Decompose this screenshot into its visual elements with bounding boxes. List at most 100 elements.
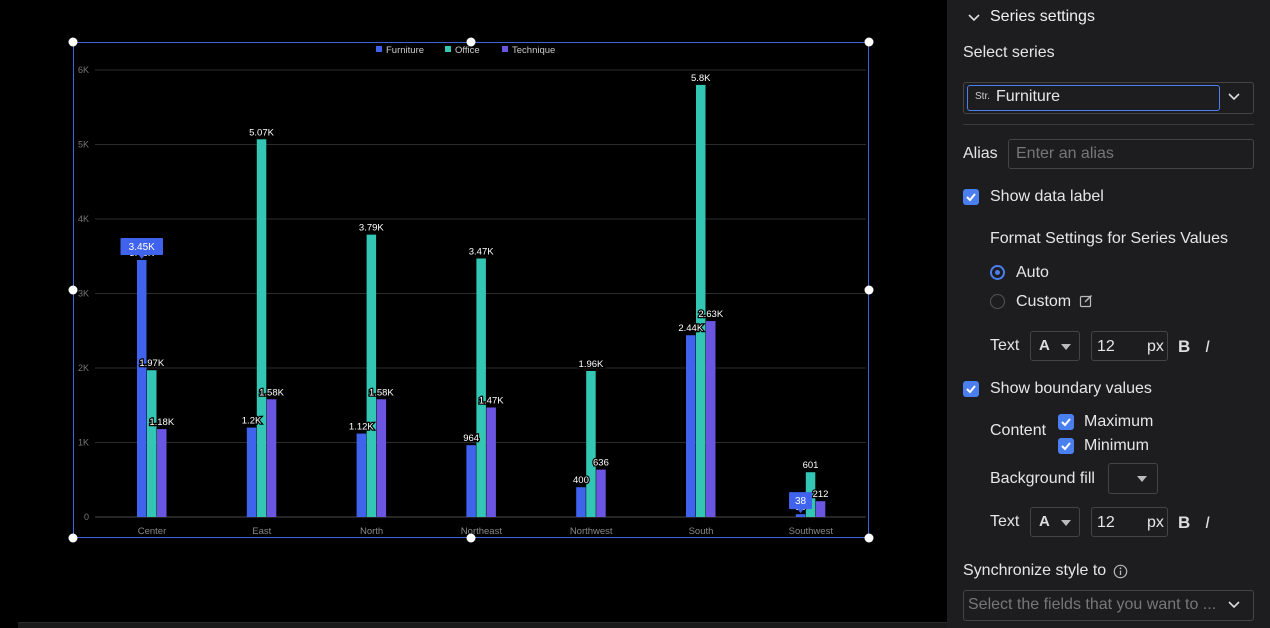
data-label: 3.79K <box>359 223 384 234</box>
format-auto-label: Auto <box>1016 264 1049 281</box>
font-size-input[interactable] <box>1091 331 1168 361</box>
data-label: 2.44K <box>678 323 703 334</box>
chevron-down-icon[interactable] <box>967 11 981 25</box>
resize-handle-left[interactable] <box>68 285 78 295</box>
bar <box>596 469 606 517</box>
info-icon[interactable] <box>1113 564 1128 579</box>
minimum-checkbox[interactable] <box>1058 438 1074 454</box>
format-auto-radio[interactable] <box>990 265 1005 280</box>
data-label: 5.8K <box>691 73 711 84</box>
bar <box>486 407 496 517</box>
resize-handle-top[interactable] <box>466 37 476 47</box>
boundary-font-size-unit: px <box>1147 514 1164 531</box>
background-fill-label: Background fill <box>990 470 1095 487</box>
chevron-down-icon[interactable] <box>1227 598 1241 612</box>
legend-label: Furniture <box>386 45 424 56</box>
max-boundary-badge <box>120 237 163 255</box>
x-tick-label: Southwest <box>789 526 834 537</box>
format-settings-title: Format Settings for Series Values <box>990 230 1229 247</box>
font-size-value: 12 <box>1097 338 1115 355</box>
boundary-text-style-label: Text <box>990 513 1020 530</box>
caret-down-icon <box>1061 520 1071 526</box>
data-label: 5.07K <box>249 127 274 138</box>
resize-handle-top-right[interactable] <box>864 37 874 47</box>
bar <box>686 335 696 517</box>
data-label: 3.47K <box>469 246 494 257</box>
legend-label: Office <box>455 45 480 56</box>
bar <box>706 321 716 517</box>
bar <box>147 370 157 517</box>
bar <box>137 259 147 517</box>
boundary-font-size-input[interactable] <box>1091 507 1168 537</box>
data-label: 400 <box>573 475 589 486</box>
alias-input[interactable] <box>1008 139 1254 169</box>
bar <box>696 84 706 518</box>
bold-toggle[interactable]: B <box>1178 337 1191 356</box>
x-tick-label: Northwest <box>570 526 613 537</box>
caret-down-icon <box>1137 476 1147 482</box>
series-select-value-box[interactable] <box>967 85 1220 111</box>
sync-style-label: Synchronize style to <box>963 562 1107 579</box>
data-label: 1.58K <box>259 387 284 398</box>
boundary-font-color-select[interactable] <box>1030 507 1080 537</box>
resize-handle-bottom-left[interactable] <box>68 533 78 543</box>
format-custom-radio[interactable] <box>990 294 1005 309</box>
bar <box>576 487 586 517</box>
min-boundary-badge-text: 38 <box>795 496 807 507</box>
data-label: 212 <box>813 489 829 500</box>
data-label: 1.47K <box>479 395 504 406</box>
string-type-icon: Str. <box>975 91 991 102</box>
bar <box>246 427 257 517</box>
show-boundary-checkbox[interactable] <box>963 381 979 397</box>
section-title[interactable]: Series settings <box>990 8 1095 25</box>
bar <box>157 429 167 517</box>
bar <box>466 445 476 517</box>
alias-label: Alias <box>963 145 998 162</box>
y-tick-label: 0 <box>84 512 89 522</box>
data-label: 601 <box>803 460 819 471</box>
settings-panel: Series settings Select series Str. Furni… <box>947 0 1270 628</box>
font-size-unit: px <box>1147 338 1164 355</box>
sync-fields-select[interactable] <box>963 590 1254 621</box>
bar-chart: 0 1K 2K 3K 4K 5K 6K Furniture Office Technique Cen… <box>78 45 866 537</box>
canvas-scrollbar[interactable] <box>18 622 947 628</box>
background-fill-select[interactable] <box>1108 463 1158 494</box>
bar <box>795 514 806 517</box>
font-color-select[interactable] <box>1030 331 1080 361</box>
resize-handle-bottom-right[interactable] <box>864 533 874 543</box>
edit-icon[interactable] <box>1079 294 1093 308</box>
data-label: 1.96K <box>579 359 604 370</box>
bar <box>366 234 377 517</box>
select-series-label: Select series <box>963 44 1055 61</box>
font-color-icon: A <box>1039 337 1050 354</box>
show-boundary-text: Show boundary values <box>990 380 1152 397</box>
text-style-label: Text <box>990 337 1020 354</box>
min-boundary-badge <box>789 492 813 510</box>
maximum-label: Maximum <box>1084 413 1154 430</box>
bar <box>586 370 596 517</box>
boundary-font-size-value: 12 <box>1097 514 1115 531</box>
legend-label: Technique <box>512 45 555 56</box>
data-label: 636 <box>593 458 609 469</box>
chevron-down-icon[interactable] <box>1227 90 1241 104</box>
alias-placeholder: Enter an alias <box>1016 145 1114 162</box>
resize-handle-bottom[interactable] <box>466 533 476 543</box>
data-label: 964 <box>463 433 479 444</box>
bar <box>256 139 267 517</box>
maximum-checkbox[interactable] <box>1058 414 1074 430</box>
max-boundary-badge-text: 3.45K <box>129 242 155 253</box>
boundary-bold-toggle[interactable]: B <box>1178 513 1191 532</box>
data-label: 1.12K <box>349 422 374 433</box>
content-label: Content <box>990 422 1047 439</box>
data-label: 1.18K <box>149 417 174 428</box>
boundary-italic-toggle[interactable]: I <box>1205 513 1210 532</box>
minimum-label: Minimum <box>1084 437 1149 454</box>
min-boundary-badge-pointer <box>797 509 804 514</box>
resize-handle-top-left[interactable] <box>68 37 78 47</box>
italic-toggle[interactable]: I <box>1205 337 1210 356</box>
resize-handle-right[interactable] <box>864 285 874 295</box>
x-tick-label: Center <box>138 526 167 537</box>
data-label: 2.63K <box>698 309 723 320</box>
show-data-label-checkbox[interactable] <box>963 189 979 205</box>
bar <box>476 258 486 517</box>
